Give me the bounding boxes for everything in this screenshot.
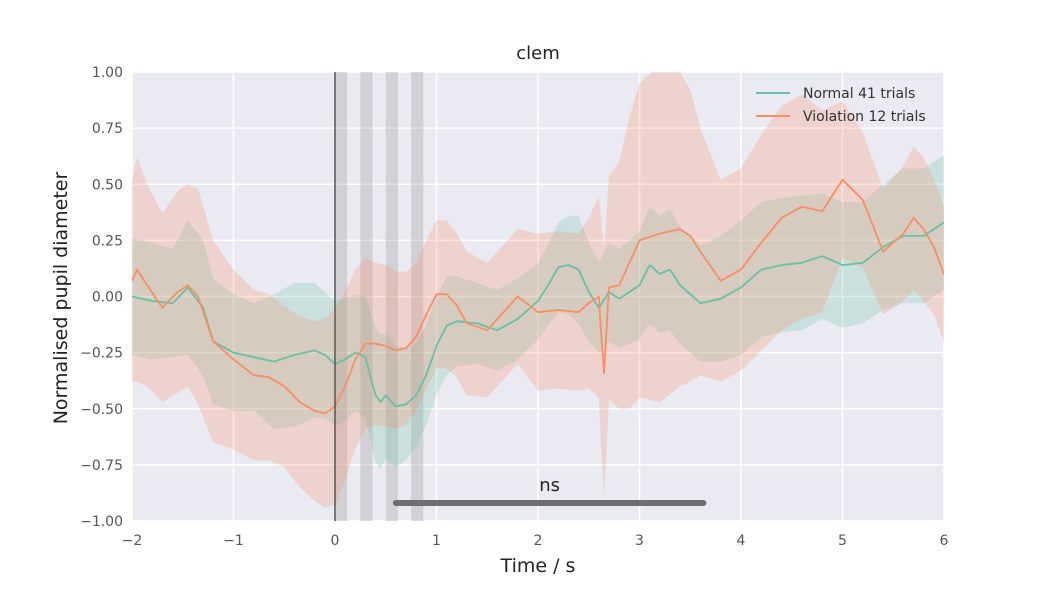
y-tick-label: −0.50 <box>80 402 123 418</box>
y-tick-label: −0.25 <box>80 346 123 362</box>
legend-label-violation: Violation 12 trials <box>803 109 926 125</box>
shaded-band <box>411 72 424 521</box>
y-tick-label: 1.00 <box>92 65 123 81</box>
x-tick-label: 6 <box>940 533 949 549</box>
y-tick-label: 0.75 <box>92 121 123 137</box>
shaded-band <box>360 72 373 521</box>
shaded-band <box>335 72 348 521</box>
significance-label: ns <box>539 475 560 496</box>
x-tick-labels: −2 −1 0 1 2 3 4 5 6 <box>122 533 949 549</box>
y-tick-label: 0.50 <box>92 177 123 193</box>
y-tick-label: −1.00 <box>80 514 123 530</box>
y-axis-label: Normalised pupil diameter <box>50 172 72 425</box>
y-tick-label: 0.25 <box>92 233 123 249</box>
y-tick-labels: −1.00 −0.75 −0.50 −0.25 0.00 0.25 0.50 0.75 1.00 <box>80 65 123 530</box>
series-line-0 <box>132 221 944 408</box>
x-tick-label: 3 <box>635 533 644 549</box>
legend-label-normal: Normal 41 trials <box>803 86 915 102</box>
x-tick-label: 4 <box>737 533 746 549</box>
x-tick-label: 1 <box>432 533 441 549</box>
series-lines <box>132 178 944 415</box>
significance-annotation: ns <box>392 475 707 507</box>
shaded-bands <box>335 72 424 521</box>
series-line-1 <box>132 178 944 415</box>
shaded-band <box>385 72 398 521</box>
y-tick-label: 0.00 <box>92 290 123 306</box>
x-tick-label: 5 <box>838 533 847 549</box>
legend: Normal 41 trials Violation 12 trials <box>756 86 926 125</box>
chart-title: clem <box>516 43 560 64</box>
y-tick-label: −0.75 <box>80 458 123 474</box>
x-tick-label: 0 <box>331 533 340 549</box>
x-tick-label: 2 <box>534 533 543 549</box>
x-axis-label: Time / s <box>500 555 576 577</box>
x-tick-label: −1 <box>223 533 244 549</box>
x-tick-label: −2 <box>122 533 143 549</box>
